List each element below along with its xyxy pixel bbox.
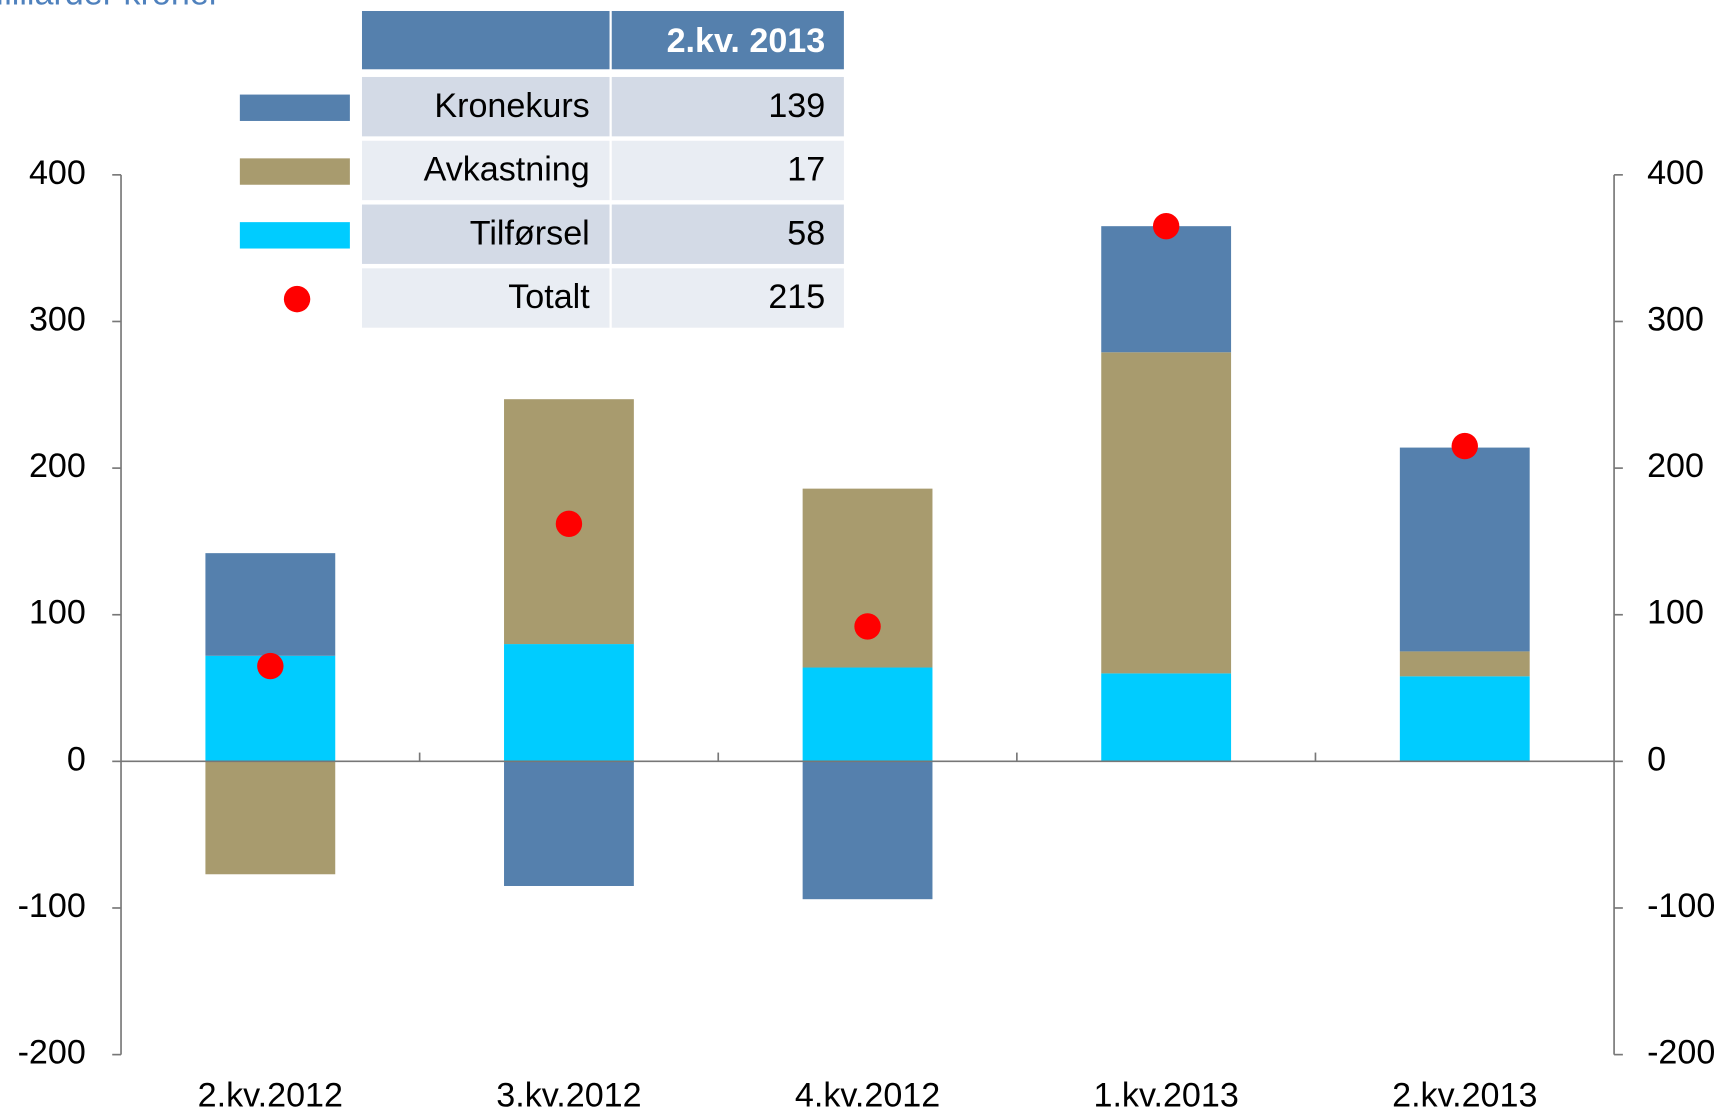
x-tick-label: 2.kv.2012 bbox=[198, 1077, 343, 1114]
y-tick-label: 300 bbox=[29, 300, 86, 338]
y-tick-label: 200 bbox=[29, 447, 86, 485]
total-dot bbox=[854, 613, 881, 640]
bar-segment bbox=[1399, 676, 1530, 762]
y-tick-label: 100 bbox=[29, 594, 86, 632]
y2-tick-label: -200 bbox=[1647, 1034, 1715, 1072]
x-tick-label: 3.kv.2012 bbox=[496, 1077, 641, 1114]
table-value: 139 bbox=[768, 87, 825, 125]
y2-tick-label: 200 bbox=[1647, 447, 1704, 485]
table-header-bg bbox=[611, 10, 844, 70]
table-cell-bg bbox=[361, 76, 610, 137]
table-value: 17 bbox=[787, 151, 825, 189]
y-tick-label: 0 bbox=[67, 740, 86, 778]
bar-segment bbox=[205, 553, 336, 656]
table-value: 215 bbox=[768, 278, 825, 316]
legend-swatch bbox=[239, 94, 350, 121]
bar-segment bbox=[1101, 673, 1232, 762]
table-value: 58 bbox=[787, 214, 825, 252]
bar-segment bbox=[1101, 352, 1232, 674]
table-cell-bg bbox=[361, 140, 610, 201]
legend-label: Tilførsel bbox=[470, 214, 590, 252]
table-cell-bg bbox=[611, 76, 844, 137]
y2-tick-label: 400 bbox=[1647, 154, 1704, 192]
chart-title: Milliarder kroner bbox=[0, 0, 220, 13]
total-dot bbox=[555, 510, 583, 538]
bar-segment bbox=[1399, 447, 1530, 652]
bar-segment bbox=[802, 761, 933, 900]
y2-tick-label: -100 bbox=[1647, 887, 1715, 925]
y2-tick-label: 300 bbox=[1647, 300, 1704, 338]
y2-tick-label: 0 bbox=[1647, 740, 1666, 778]
table-cell-bg bbox=[361, 204, 610, 264]
legend-dot bbox=[283, 285, 311, 313]
bar-segment bbox=[1101, 226, 1232, 353]
table-cell-bg bbox=[611, 268, 844, 328]
table-header-bg bbox=[361, 10, 610, 70]
bar-segment bbox=[504, 644, 634, 762]
y-tick-label: 400 bbox=[29, 154, 86, 192]
legend-label: Avkastning bbox=[424, 151, 590, 189]
y2-tick-label: 100 bbox=[1647, 594, 1704, 632]
legend-label: Kronekurs bbox=[434, 87, 589, 125]
y-tick-label: -100 bbox=[18, 887, 86, 925]
table-cell-bg bbox=[611, 140, 844, 201]
y-tick-label: -200 bbox=[18, 1034, 86, 1072]
table-header: 2.kv. 2013 bbox=[667, 22, 826, 60]
x-tick-label: 2.kv.2013 bbox=[1392, 1077, 1537, 1114]
x-tick-label: 4.kv.2012 bbox=[795, 1077, 940, 1114]
table-cell-bg bbox=[611, 204, 844, 264]
legend-swatch bbox=[239, 222, 350, 249]
total-dot bbox=[1451, 432, 1478, 460]
x-tick-label: 1.kv.2013 bbox=[1094, 1077, 1239, 1114]
bar-segment bbox=[205, 761, 336, 875]
bar-segment bbox=[504, 761, 634, 886]
legend-label: Totalt bbox=[508, 278, 590, 316]
total-dot bbox=[257, 652, 284, 680]
bar-segment bbox=[1399, 651, 1530, 677]
table-cell-bg bbox=[361, 268, 610, 328]
legend-swatch bbox=[239, 158, 350, 185]
bar-segment bbox=[802, 667, 933, 762]
bar-segment bbox=[802, 488, 933, 668]
total-dot bbox=[1152, 212, 1180, 240]
